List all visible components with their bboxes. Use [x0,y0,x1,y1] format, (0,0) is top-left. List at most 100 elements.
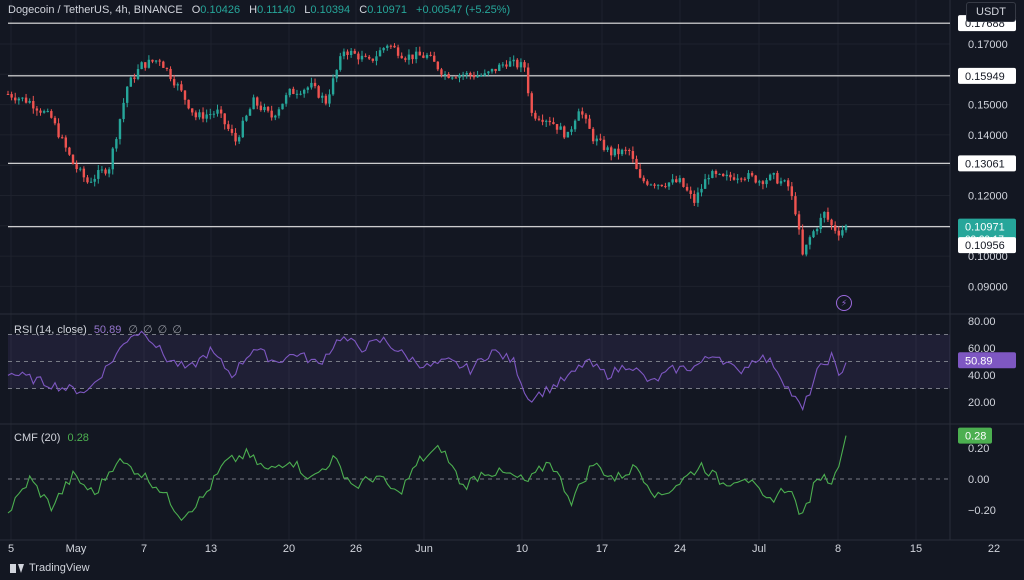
candle-body [39,110,42,113]
time-axis-tick: 22 [988,543,1000,555]
candle-body [599,138,602,140]
candle-body [620,149,624,155]
candle-body [357,53,360,60]
candle-body [819,217,822,230]
price-axis-tick: 0.17000 [968,39,1008,51]
candle-body [591,128,595,142]
candle-body [89,181,93,183]
candle-body [689,190,692,195]
candle-body [216,109,219,114]
candle-body [219,109,223,114]
candle-body [411,54,414,60]
candle-body [364,55,367,57]
candle-body [833,225,837,231]
candle-body [277,109,281,116]
candle-body [147,59,151,68]
candle-body [266,106,270,111]
candle-body [487,71,490,74]
candle-body [162,61,165,68]
candle-body [93,178,96,182]
candle-body [830,219,833,226]
candle-body [125,86,129,103]
candle-body [79,168,82,170]
rsi-value-label: 50.89 [965,355,993,367]
candle-body [68,147,71,155]
candle-body [386,45,389,48]
candle-body [483,73,486,76]
candle-body [440,69,443,75]
low-label: L [304,4,311,16]
candle-body [144,62,147,68]
candle-body [732,177,736,180]
candle-body [414,51,418,60]
candle-body [122,102,125,120]
candle-body [237,137,241,142]
candle-body [382,47,385,51]
time-axis-tick: 15 [910,543,922,555]
candle-body [407,54,411,60]
candle-body [111,148,114,170]
candle-body [187,99,190,109]
rsi-axis-tick: 80.00 [968,316,996,328]
symbol-title[interactable]: Dogecoin / TetherUS, 4h, BINANCE [8,4,183,16]
time-axis-tick: 5 [8,543,14,555]
tradingview-logo[interactable]: TradingView [10,562,90,574]
level-label-bg [958,155,1016,172]
candle-body [60,137,64,139]
candle-body [750,173,754,176]
candle-body [46,111,49,113]
level-label: 0.15949 [965,71,1005,83]
candle-body [555,124,559,130]
candle-body [743,178,747,180]
candle-body [516,59,519,68]
candle-body [234,132,237,142]
rsi-value-badge [958,352,1016,369]
candle-body [783,180,786,182]
candle-body [328,94,331,104]
candle-body [508,61,512,67]
candle-body [71,154,75,165]
candle-body [404,58,407,60]
candle-body [360,55,364,60]
time-axis-tick: 8 [835,543,841,555]
candle-body [100,169,104,171]
candle-body [685,186,689,191]
candle-body [505,64,508,67]
close-label: C [359,4,368,16]
high-value: 0.11140 [257,4,296,16]
candle-body [479,75,483,77]
candle-body [292,88,295,94]
candle-body [526,67,530,94]
candle-body [378,50,382,57]
time-axis-tick: Jun [415,543,433,555]
low-value: 0.10394 [310,4,351,16]
time-axis-tick: May [66,543,87,555]
currency-button[interactable]: USDT [966,2,1016,22]
candle-body [342,51,346,57]
time-axis-tick: 13 [205,543,217,555]
candle-body [64,137,67,148]
candle-body [610,147,613,156]
candle-body [172,79,176,86]
candle-body [721,173,725,177]
candle-body [736,178,739,180]
candle-body [349,50,353,55]
candle-body [588,118,591,129]
candle-body [368,56,371,59]
candle-body [519,62,523,68]
candle-body [393,45,396,48]
lightning-icon[interactable]: ⚡ [836,295,852,311]
rsi-legend[interactable]: RSI (14, close) 50.89 ∅ ∅ ∅ ∅ [14,323,183,336]
candle-body [790,186,794,197]
cmf-legend[interactable]: CMF (20) 0.28 [14,432,89,444]
candle-body [248,109,252,116]
candle-body [201,112,205,119]
candle-body [534,112,537,119]
candle-body [263,106,266,111]
candle-body [664,186,667,188]
candle-body [707,177,710,180]
level-label: 0.13061 [965,158,1005,170]
candle-body [812,231,815,238]
level-label-bg [958,237,1016,254]
